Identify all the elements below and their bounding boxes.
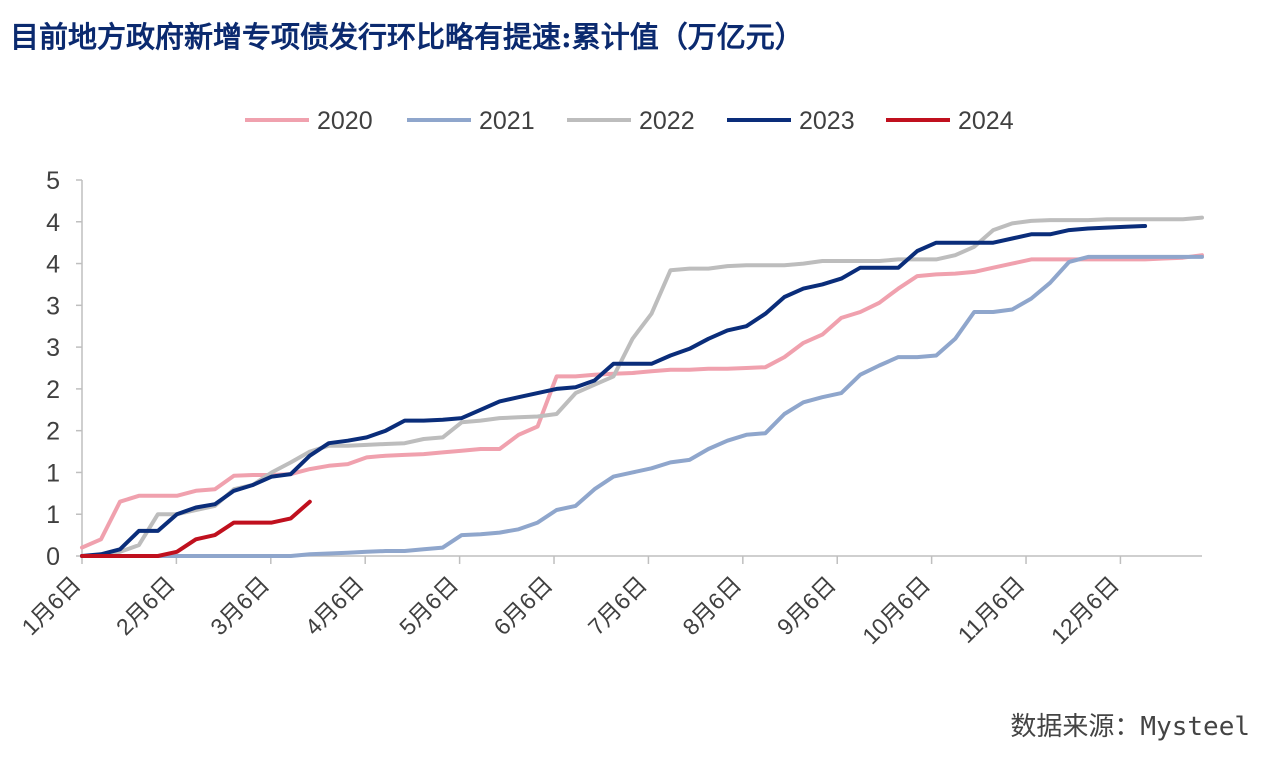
y-tick-label: 2 — [46, 376, 60, 404]
x-tick-label: 1月6日 — [17, 571, 86, 640]
source-note: 数据来源：Mysteel — [1010, 712, 1250, 742]
legend-label-2022: 2022 — [639, 107, 695, 135]
y-tick-label: 0 — [46, 543, 60, 571]
legend-label-2020: 2020 — [317, 107, 373, 135]
chart-title: 目前地方政府新增专项债发行环比略有提速:累计值（万亿元） — [10, 20, 804, 54]
x-tick-label: 5月6日 — [394, 571, 463, 640]
y-tick-label: 4 — [46, 251, 60, 279]
x-tick-label: 9月6日 — [772, 571, 841, 640]
legend-label-2023: 2023 — [799, 107, 855, 135]
series-line-2024 — [80, 499, 312, 558]
x-tick-label: 2月6日 — [111, 571, 180, 640]
legend-label-2021: 2021 — [479, 107, 535, 135]
x-tick-label: 4月6日 — [300, 571, 369, 640]
legend-label-2024: 2024 — [958, 107, 1014, 135]
x-tick-label: 10月6日 — [857, 571, 935, 649]
y-axis: 0 1 1 2 2 3 3 4 4 5 — [46, 167, 83, 571]
x-tick-label: 3月6日 — [205, 571, 274, 640]
series-line-2022 — [80, 215, 1204, 558]
legend: 2020 2021 2022 2023 2024 — [245, 107, 1014, 135]
y-tick-label: 3 — [46, 292, 60, 320]
x-tick-label: 12月6日 — [1046, 571, 1124, 649]
plot-area — [80, 215, 1204, 558]
y-tick-label: 4 — [46, 209, 60, 237]
x-tick-label: 7月6日 — [583, 571, 652, 640]
y-tick-label: 5 — [46, 167, 60, 195]
series-line-2020 — [80, 253, 1204, 550]
x-tick-label: 11月6日 — [953, 571, 1030, 648]
y-tick-label: 2 — [46, 418, 60, 446]
y-tick-label: 3 — [46, 334, 60, 362]
x-tick-label: 6月6日 — [489, 571, 558, 640]
series-line-2021 — [80, 254, 1204, 558]
y-tick-label: 1 — [46, 501, 60, 529]
series-line-2023 — [80, 224, 1148, 558]
x-axis: 1月6日 2月6日 3月6日 4月6日 5月6日 6月6日 7月6日 8月6日 9月6日 10月6… — [17, 555, 1202, 649]
x-tick-label: 8月6日 — [677, 571, 746, 640]
y-tick-label: 1 — [46, 459, 60, 487]
